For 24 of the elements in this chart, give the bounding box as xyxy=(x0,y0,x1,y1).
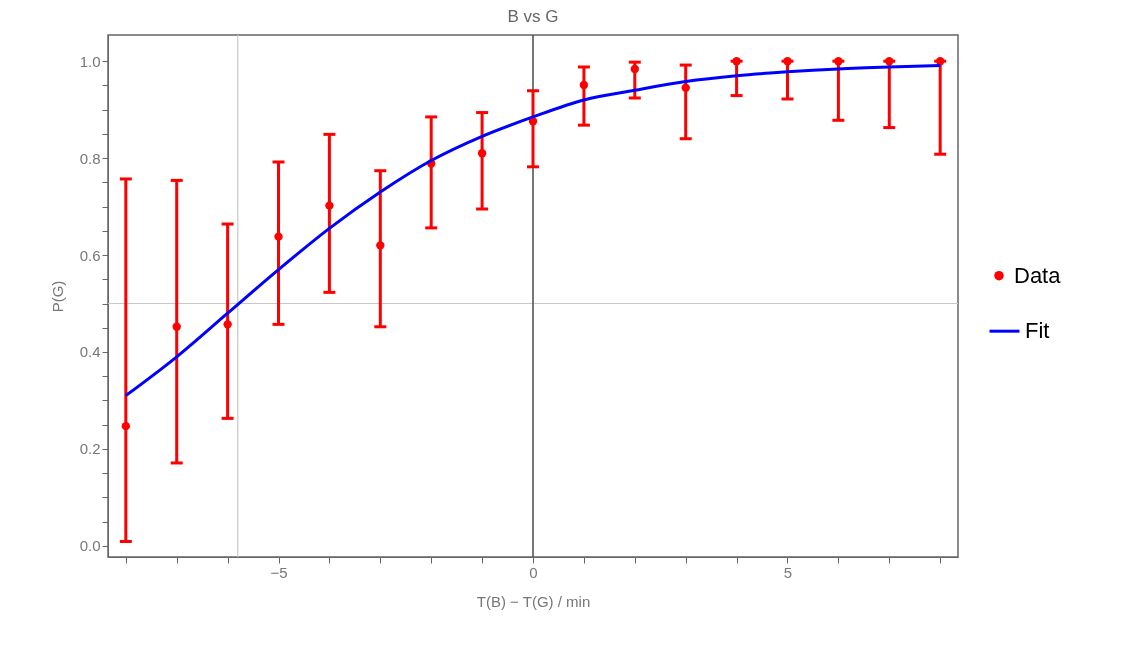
y-tick-label: 1.0 xyxy=(79,52,101,70)
legend-label: Fit xyxy=(1025,318,1050,344)
y-tick-label: 0.0 xyxy=(79,537,101,555)
point xyxy=(681,83,690,92)
x-axis-title: T(B) − T(G) / min xyxy=(476,592,591,610)
point xyxy=(172,322,181,331)
y-axis-title: P(G) xyxy=(48,280,66,313)
legend-label: Data xyxy=(1014,262,1062,288)
x-tick-label: 5 xyxy=(783,563,793,581)
point xyxy=(274,232,283,241)
y-tick-label: 0.6 xyxy=(79,246,101,264)
y-tick-label: 0.4 xyxy=(79,343,101,361)
point xyxy=(376,241,385,250)
point xyxy=(325,201,334,210)
point xyxy=(579,80,589,90)
point xyxy=(630,64,639,74)
point xyxy=(477,149,487,158)
point xyxy=(223,320,232,329)
chart-title: B vs G xyxy=(507,7,559,27)
x-tick-label: −5 xyxy=(270,563,288,581)
x-tick-label: 0 xyxy=(529,563,538,581)
point xyxy=(121,421,130,431)
y-tick-label: 0.2 xyxy=(79,440,101,458)
y-tick-label: 0.8 xyxy=(79,149,101,167)
